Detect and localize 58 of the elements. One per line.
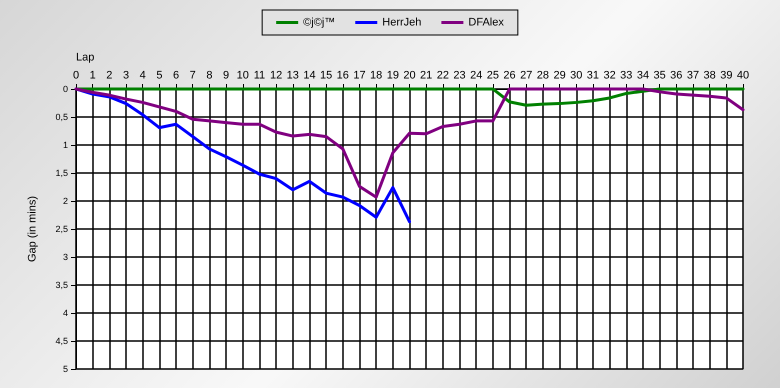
y-axis-title: Gap (in mins)	[26, 196, 38, 262]
x-tick-label: 13	[286, 70, 299, 82]
x-tick-label: 31	[586, 70, 600, 82]
x-tick-label: 26	[503, 70, 516, 82]
x-tick-label: 5	[156, 70, 162, 82]
y-tick-label: 5	[62, 364, 68, 374]
x-tick-label: 21	[420, 70, 432, 82]
x-tick-label: 2	[106, 70, 112, 82]
x-axis-title: Lap	[76, 52, 94, 64]
x-tick-label: 15	[320, 70, 332, 82]
x-tick-label: 20	[403, 70, 416, 82]
x-tick-label: 25	[486, 70, 499, 82]
x-tick-label: 28	[536, 70, 550, 82]
x-tick-label: 23	[453, 70, 466, 82]
x-tick-label: 36	[670, 70, 682, 82]
y-tick-label: 3,5	[55, 280, 68, 290]
x-tick-label: 3	[122, 70, 130, 82]
x-tick-label: 27	[520, 70, 532, 82]
x-tick-label: 4	[140, 70, 146, 82]
x-tick-label: 29	[553, 70, 566, 82]
x-tick-label: 6	[172, 70, 180, 82]
x-tick-label: 12	[270, 70, 282, 82]
legend-label: ©j©j™	[303, 16, 336, 28]
x-tick-label: 19	[386, 70, 399, 82]
legend-label: HerrJeh	[382, 16, 422, 28]
x-tick-label: 17	[353, 70, 366, 82]
y-tick-label: 2,5	[55, 224, 68, 234]
y-tick-label: 1,5	[55, 168, 68, 178]
y-tick-label: 4	[62, 308, 68, 318]
line-series	[74, 88, 411, 224]
x-tick-label: 34	[636, 70, 650, 82]
y-tick-label: 0	[62, 84, 68, 94]
y-tick-label: 4,5	[55, 336, 68, 346]
x-tick-label: 40	[736, 70, 750, 82]
x-tick-label: 14	[303, 70, 316, 82]
legend-label: DFAlex	[468, 16, 504, 28]
y-tick-label: 1	[62, 140, 68, 150]
x-tick-label: 38	[704, 70, 716, 82]
x-tick-label: 35	[654, 70, 666, 82]
y-tick-label: 2	[62, 196, 68, 206]
x-tick-label: 22	[436, 70, 449, 82]
x-tick-label: 9	[223, 70, 230, 82]
y-tick-label: 0,5	[55, 112, 68, 122]
x-tick-label: 32	[603, 70, 616, 82]
x-tick-label: 1	[90, 70, 96, 82]
x-tick-label: 0	[72, 70, 80, 82]
x-tick-label: 18	[370, 70, 382, 82]
x-tick-label: 7	[190, 70, 196, 82]
x-tick-label: 11	[254, 70, 266, 82]
x-tick-label: 30	[570, 70, 582, 82]
y-tick-label: 3	[62, 252, 68, 262]
x-tick-label: 24	[470, 70, 482, 82]
x-tick-label: 39	[720, 70, 732, 82]
x-tick-label: 8	[206, 70, 212, 82]
x-tick-label: 16	[336, 70, 349, 82]
x-tick-label: 10	[236, 70, 249, 82]
x-tick-label: 33	[620, 70, 632, 82]
x-tick-label: 37	[686, 70, 700, 82]
